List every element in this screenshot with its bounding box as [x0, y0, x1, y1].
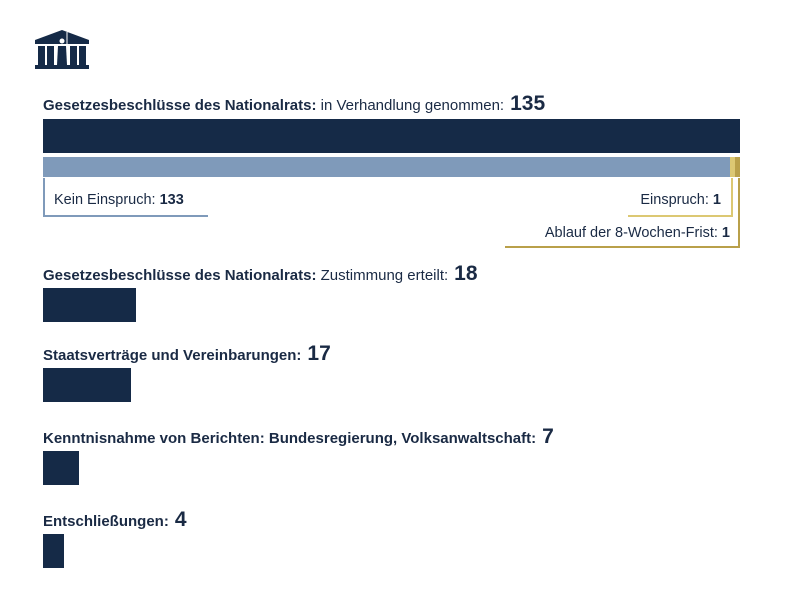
bar-item-1 — [43, 368, 131, 402]
parliament-logo-icon — [35, 30, 89, 69]
label-kein-einspruch: Kein Einspruch: 133 — [54, 192, 184, 208]
item-title: Kenntnisnahme von Berichten: Bundesregie… — [43, 425, 554, 448]
item-value: 4 — [174, 508, 187, 531]
bar-segment-0 — [43, 157, 730, 177]
einspruch-bracket — [628, 178, 733, 217]
item-title: Gesetzesbeschlüsse des Nationalrats: Zus… — [43, 262, 478, 285]
item-title: Entschließungen: 4 — [43, 508, 187, 531]
bar-item-3 — [43, 534, 64, 568]
label-einspruch: Einspruch: 1 — [640, 192, 721, 208]
bar-item-2 — [43, 451, 80, 485]
item-value: 18 — [454, 262, 478, 285]
item-value: 7 — [542, 425, 554, 448]
label-frist: Ablauf der 8-Wochen-Frist: 1 — [544, 225, 730, 241]
frist-bracket — [505, 178, 740, 248]
bar-item-0 — [43, 288, 136, 322]
bar-segment-2 — [734, 157, 740, 177]
item-value: 17 — [307, 342, 331, 365]
main-title: Gesetzesbeschlüsse des Nationalrats: in … — [43, 92, 546, 115]
bar-segment-1 — [729, 157, 735, 177]
kein-einspruch-bracket — [43, 178, 208, 217]
bar-main — [43, 119, 740, 153]
item-title: Staatsverträge und Vereinbarungen: 17 — [43, 342, 331, 365]
main-value: 135 — [510, 92, 546, 115]
